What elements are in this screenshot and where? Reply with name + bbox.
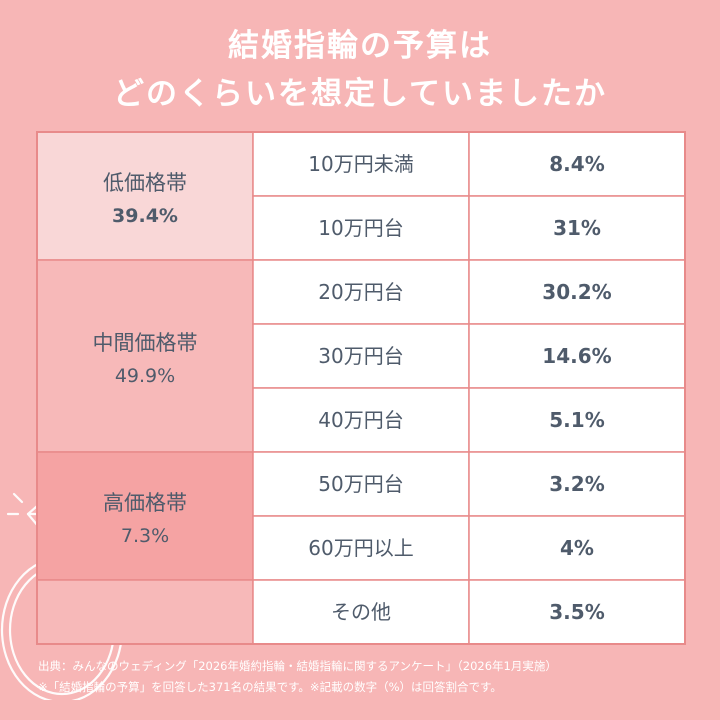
row-label: 20万円台 (318, 280, 403, 304)
row-label: 10万円台 (318, 216, 403, 240)
row-value: 3.2% (549, 472, 604, 496)
row-value-cell (468, 579, 686, 645)
row-value-cell (468, 515, 686, 581)
row-label: 10万円未満 (308, 152, 413, 176)
title-line-1: 結婚指輪の予算は (228, 28, 492, 64)
row-label-cell (252, 259, 470, 325)
row-label-cell (252, 195, 470, 261)
row-value-cell (468, 259, 686, 325)
row-value-cell (468, 195, 686, 261)
row-label: その他 (331, 600, 391, 624)
row-value-cell (468, 323, 686, 389)
row-value-cell (468, 387, 686, 453)
survey-note: ※「結婚指輪の予算」を回答した371名の結果です。※記載の数字（%）は回答割合で… (38, 680, 502, 694)
row-label: 40万円台 (318, 408, 403, 432)
row-value: 4% (560, 536, 594, 560)
row-label: 30万円台 (318, 344, 403, 368)
row-value: 30.2% (542, 280, 611, 304)
row-value: 8.4% (549, 152, 604, 176)
row-value: 3.5% (549, 600, 604, 624)
group-name: 中間価格帯 (93, 331, 198, 355)
row-label-cell (252, 579, 470, 645)
group-cell (36, 259, 254, 453)
footnote: 出典：みんなのウェディング「2026年婚約指輪・結婚指輪に関するアンケート」（2… (38, 656, 708, 698)
row-value-cell (468, 451, 686, 517)
row-label: 50万円台 (318, 472, 403, 496)
group-percent: 49.9% (115, 365, 175, 387)
page-title: 結婚指輪の予算は どのくらいを想定していましたか (0, 22, 720, 118)
group-name: 高価格帯 (103, 491, 187, 515)
group-cell (36, 579, 254, 645)
row-label-cell (252, 387, 470, 453)
group-cell (36, 451, 254, 581)
row-label-cell (252, 515, 470, 581)
title-line-2: どのくらいを想定していましたか (112, 76, 608, 112)
row-value: 14.6% (542, 344, 611, 368)
row-value: 31% (553, 216, 601, 240)
row-label: 60万円以上 (308, 536, 413, 560)
group-percent: 7.3% (121, 525, 169, 547)
group-percent: 39.4% (112, 205, 178, 227)
group-cell (36, 131, 254, 261)
source-note: 出典：みんなのウェディング「2026年婚約指輪・結婚指輪に関するアンケート」（2… (38, 659, 557, 673)
group-name: 低価格帯 (103, 171, 187, 195)
table-border (36, 131, 686, 645)
row-label-cell (252, 451, 470, 517)
row-value: 5.1% (549, 408, 604, 432)
